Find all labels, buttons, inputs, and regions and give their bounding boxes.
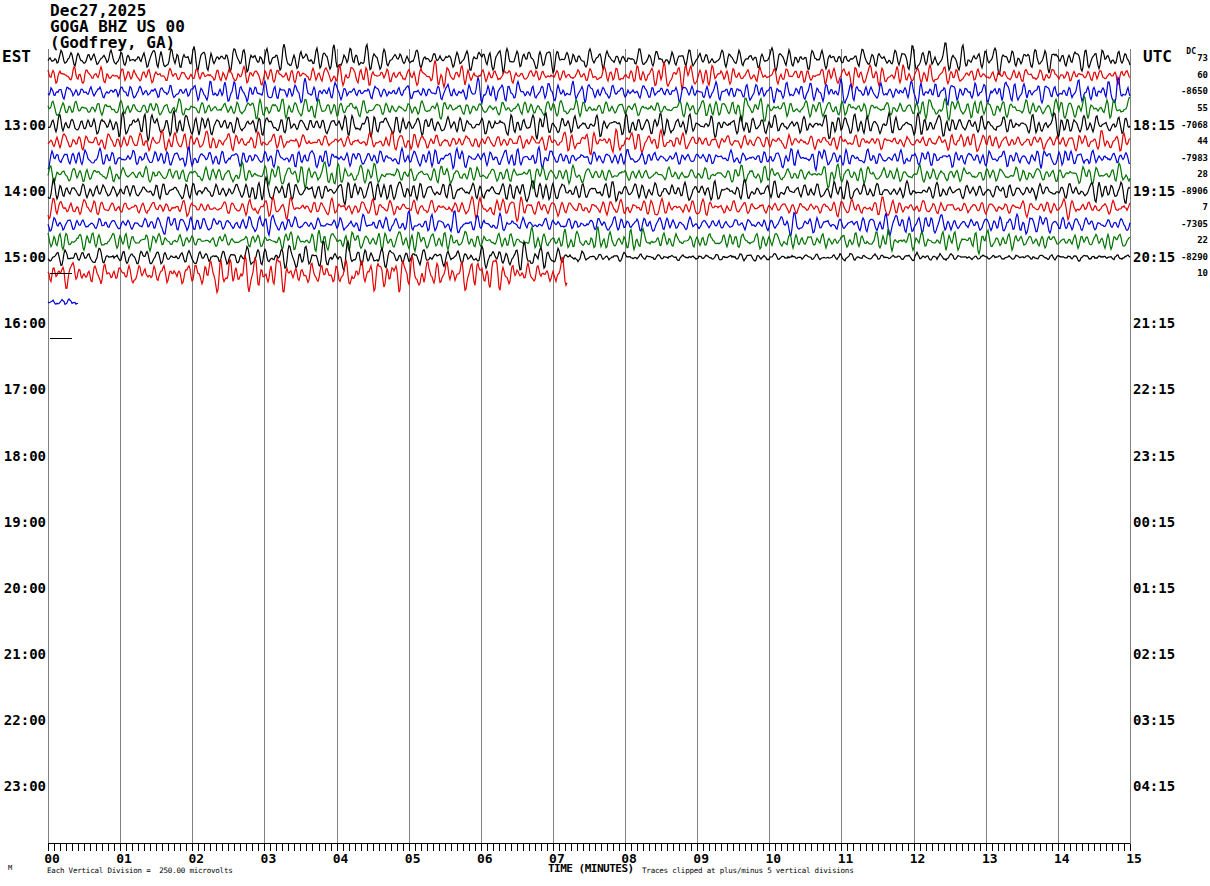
dc-offset-value: -7068 xyxy=(1150,120,1208,131)
dc-offset-value: 55 xyxy=(1150,103,1208,114)
x-axis-tick-label: 01 xyxy=(106,852,142,866)
dc-column-label: DC xyxy=(1150,47,1196,56)
trace-row-1415 xyxy=(48,197,1130,222)
trace-row-1530 xyxy=(48,299,78,304)
utc-time-label: 00:15 xyxy=(1133,514,1175,530)
dc-offset-value: 28 xyxy=(1150,169,1208,180)
est-time-label: 17:00 xyxy=(0,381,46,397)
trace-row-1500 xyxy=(48,241,1130,270)
dc-offset-value: -8290 xyxy=(1150,252,1208,263)
x-axis-tick-label: 04 xyxy=(323,852,359,866)
x-axis-tick-label: 09 xyxy=(683,852,719,866)
dc-offset-value: -7983 xyxy=(1150,153,1208,164)
dc-offset-value: -7305 xyxy=(1150,219,1208,230)
est-time-label: 22:00 xyxy=(0,712,46,728)
trace-row-1445 xyxy=(48,227,1130,254)
x-axis-title: TIME (MINUTES) xyxy=(548,863,634,875)
est-time-label: 19:00 xyxy=(0,514,46,530)
utc-time-label: 03:15 xyxy=(1133,712,1175,728)
x-axis-tick-label: 00 xyxy=(34,852,70,866)
trace-row-1300 xyxy=(48,110,1130,140)
est-time-label: 15:00 xyxy=(0,249,46,265)
x-axis-tick-label: 15 xyxy=(1116,852,1152,866)
est-time-label: 20:00 xyxy=(0,580,46,596)
trace-row-1345 xyxy=(48,162,1130,189)
footer-vertical-division-note: Each Vertical Division = 250.00 microvol… xyxy=(47,866,233,875)
utc-time-label: 21:15 xyxy=(1133,315,1175,331)
x-axis-tick-label: 13 xyxy=(972,852,1008,866)
helicorder-page: Dec27,2025 GOGA BHZ US 00 (Godfrey, GA) … xyxy=(0,0,1210,886)
est-time-label: 18:00 xyxy=(0,448,46,464)
est-time-label: 14:00 xyxy=(0,183,46,199)
utc-time-label: 01:15 xyxy=(1133,580,1175,596)
footer-clipping-note: Traces clipped at plus/minus 5 vertical … xyxy=(642,866,853,875)
trace-row-1430 xyxy=(48,211,1130,235)
x-axis-tick-label: 10 xyxy=(755,852,791,866)
corner-mark: M xyxy=(8,864,12,872)
dc-offset-value: -8650 xyxy=(1150,86,1208,97)
dc-offset-value: 7 xyxy=(1150,202,1208,213)
est-time-label: 23:00 xyxy=(0,778,46,794)
trace-row-1230 xyxy=(48,77,1130,104)
x-axis-tick-label: 14 xyxy=(1044,852,1080,866)
est-time-label: 16:00 xyxy=(0,315,46,331)
est-header: EST xyxy=(2,48,31,66)
x-axis-tick-label: 06 xyxy=(467,852,503,866)
x-axis-tick-label: 05 xyxy=(395,852,431,866)
utc-time-label: 23:15 xyxy=(1133,448,1175,464)
x-axis-tick-label: 02 xyxy=(178,852,214,866)
seismogram-plot xyxy=(0,0,1210,886)
dc-offset-value: -8906 xyxy=(1150,186,1208,197)
utc-time-label: 04:15 xyxy=(1133,778,1175,794)
est-time-label: 13:00 xyxy=(0,117,46,133)
x-axis-tick-label: 03 xyxy=(250,852,286,866)
x-axis-tick-label: 11 xyxy=(827,852,863,866)
trace-row-1245 xyxy=(48,96,1130,121)
dc-offset-value: 10 xyxy=(1150,268,1208,279)
x-axis-tick-label: 12 xyxy=(900,852,936,866)
utc-time-label: 02:15 xyxy=(1133,646,1175,662)
trace-row-1400 xyxy=(48,177,1130,204)
utc-time-label: 22:15 xyxy=(1133,381,1175,397)
dc-offset-value: 44 xyxy=(1150,136,1208,147)
dc-offset-value: 22 xyxy=(1150,235,1208,246)
dc-offset-value: 60 xyxy=(1150,70,1208,81)
est-time-label: 21:00 xyxy=(0,646,46,662)
title-location: (Godfrey, GA) xyxy=(50,35,175,51)
